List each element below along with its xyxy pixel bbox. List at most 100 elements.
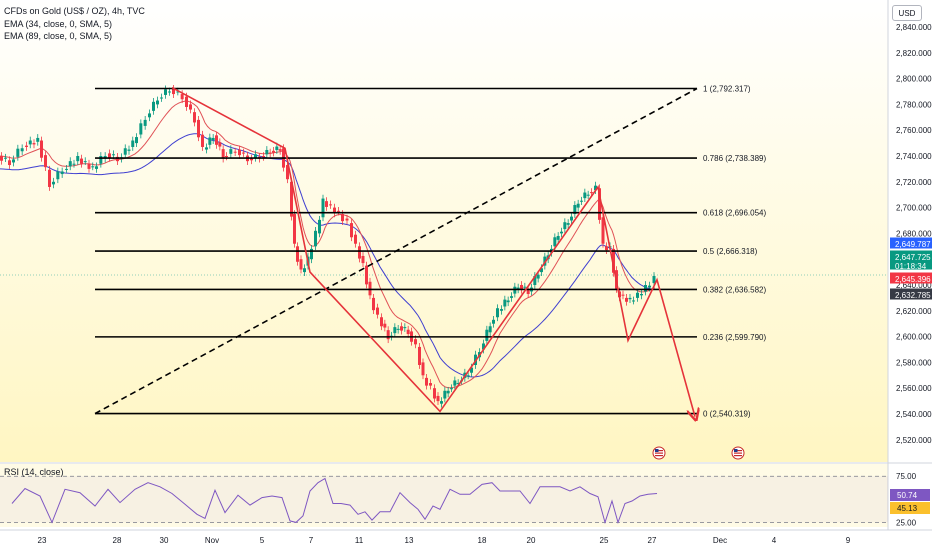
price-axis[interactable]: 2,520.000 2,540.000 2,560.000 2,580.000 2,60… bbox=[896, 23, 932, 445]
candle-body bbox=[8, 160, 11, 166]
currency-button[interactable]: USD bbox=[892, 5, 922, 21]
candle-body bbox=[566, 223, 570, 225]
candle-body bbox=[436, 395, 440, 402]
candle-body bbox=[242, 152, 245, 154]
candle-body bbox=[238, 149, 241, 156]
candle-body bbox=[215, 135, 218, 145]
candle-body bbox=[586, 194, 590, 196]
fib-level-label: 0.618 (2,696.054) bbox=[703, 209, 766, 218]
candle-body bbox=[560, 231, 563, 234]
price-tag-label: 2,647.725 bbox=[895, 253, 931, 262]
y-tick-label: 2,720.000 bbox=[896, 178, 932, 187]
candle-body bbox=[16, 148, 20, 157]
candle-body bbox=[160, 97, 163, 99]
y-tick-label: 2,520.000 bbox=[896, 436, 932, 445]
candle-body bbox=[83, 161, 87, 163]
rsi-value-label: 50.74 bbox=[897, 491, 918, 500]
candle-body bbox=[172, 88, 175, 95]
trend-arrow-path[interactable] bbox=[171, 86, 695, 417]
candle-body bbox=[272, 150, 275, 153]
candle-body bbox=[361, 255, 365, 264]
candle-body bbox=[290, 181, 293, 217]
ema-89-legend[interactable]: EMA (89, close, 0, SMA, 5) bbox=[4, 31, 113, 41]
candle-body bbox=[500, 309, 503, 311]
candle-body bbox=[418, 346, 421, 365]
candle-body bbox=[139, 123, 143, 135]
candle-body bbox=[652, 275, 656, 284]
us-flag-icon[interactable] bbox=[652, 446, 666, 460]
candle-body bbox=[503, 299, 507, 307]
candle-body bbox=[414, 339, 417, 345]
candle-body bbox=[446, 390, 450, 394]
candle-body bbox=[573, 205, 577, 215]
fib-level-label: 0.786 (2,738.389) bbox=[703, 154, 766, 163]
candle-body bbox=[365, 265, 368, 285]
x-tick-label: 9 bbox=[846, 536, 851, 545]
rsi-legend[interactable]: RSI (14, close) bbox=[4, 467, 64, 477]
candle-body bbox=[250, 158, 253, 161]
candle-body bbox=[456, 383, 460, 385]
fib-level-label: 0.5 (2,666.318) bbox=[703, 247, 758, 256]
candle-body bbox=[225, 156, 228, 157]
candle-body bbox=[376, 307, 379, 315]
candle-body bbox=[197, 119, 200, 138]
rsi-line bbox=[11, 477, 658, 525]
time-axis[interactable]: 23 28 30 Nov 5 7 11 13 18 20 25 27 Dec 4 9 bbox=[38, 536, 851, 545]
x-tick-label: 25 bbox=[600, 536, 609, 545]
candle-body bbox=[466, 375, 470, 377]
candle-body bbox=[440, 401, 443, 404]
candle-body bbox=[470, 367, 473, 373]
candle-body bbox=[510, 296, 513, 298]
fib-level-label: 0.236 (2,599.790) bbox=[703, 333, 766, 342]
candle-body bbox=[520, 285, 523, 290]
candle-body bbox=[0, 156, 3, 161]
candle-body bbox=[523, 286, 527, 288]
candle-body bbox=[576, 203, 580, 208]
candle-body bbox=[95, 166, 98, 169]
candle-body bbox=[20, 148, 24, 152]
candle-body bbox=[325, 201, 328, 207]
candle-body bbox=[321, 198, 325, 218]
candle-body bbox=[612, 248, 615, 273]
x-tick-label: Nov bbox=[205, 536, 219, 545]
candle-body bbox=[268, 152, 272, 154]
candle-body bbox=[116, 156, 119, 162]
candle-body bbox=[221, 149, 225, 159]
trend-arrows[interactable] bbox=[171, 86, 695, 417]
candle-body bbox=[536, 274, 540, 279]
candle-body bbox=[286, 165, 289, 180]
price-tag bbox=[890, 237, 932, 249]
candle-body bbox=[433, 388, 436, 399]
x-tick-label: 28 bbox=[113, 536, 122, 545]
symbol-legend[interactable]: CFDs on Gold (US$ / OZ), 4h, TVC bbox=[4, 6, 145, 16]
candle-body bbox=[40, 140, 43, 158]
candle-body bbox=[482, 343, 485, 350]
candle-body bbox=[87, 163, 91, 169]
candle-body bbox=[72, 163, 76, 165]
fibonacci-retracement[interactable]: 1 (2,792.317) 0.786 (2,738.389) 0.618 (2,6… bbox=[94, 85, 766, 419]
y-tick-label: 2,620.000 bbox=[896, 307, 932, 316]
fib-level-label: 1 (2,792.317) bbox=[703, 85, 751, 94]
candle-body bbox=[506, 300, 510, 303]
candle-body bbox=[112, 154, 115, 156]
candle-body bbox=[164, 89, 167, 95]
candle-body bbox=[262, 156, 265, 157]
candle-body bbox=[563, 222, 567, 230]
candle-body bbox=[488, 326, 492, 333]
candle-body bbox=[380, 317, 383, 327]
y-tick-label: 2,640.000 bbox=[896, 281, 932, 290]
event-markers[interactable] bbox=[652, 446, 745, 460]
us-flag-icon[interactable] bbox=[731, 446, 745, 460]
candle-body bbox=[628, 297, 632, 300]
candle-body bbox=[65, 168, 68, 170]
fib-trend-line[interactable] bbox=[94, 87, 698, 415]
x-tick-label: 7 bbox=[309, 536, 314, 545]
y-tick-label: 2,580.000 bbox=[896, 358, 932, 367]
candle-body bbox=[636, 292, 639, 298]
y-tick-label: 2,600.000 bbox=[896, 333, 932, 342]
x-tick-label: 20 bbox=[527, 536, 536, 545]
candle-body bbox=[25, 145, 28, 147]
ema-34-legend[interactable]: EMA (34, close, 0, SMA, 5) bbox=[4, 19, 113, 29]
x-tick-label: 11 bbox=[355, 536, 364, 545]
